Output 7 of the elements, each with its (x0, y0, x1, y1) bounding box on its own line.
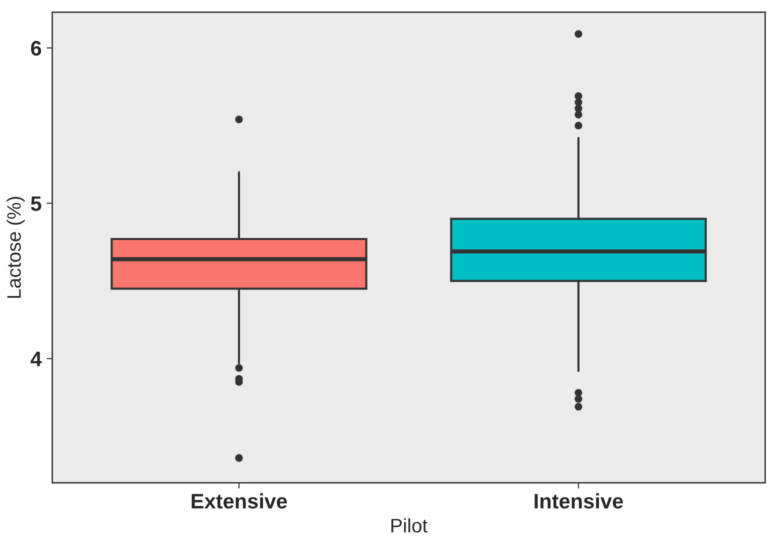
x-tick-label: Extensive (192, 493, 287, 509)
y-tick-label: 6 (31, 40, 42, 56)
x-tick-label: Intensive (534, 493, 623, 509)
y-axis-title: Lactose (%) (6, 196, 25, 298)
y-tick-label: 4 (30, 352, 42, 366)
y-tick-label: 5 (30, 196, 42, 212)
x-axis-title: Pilot (391, 518, 428, 533)
